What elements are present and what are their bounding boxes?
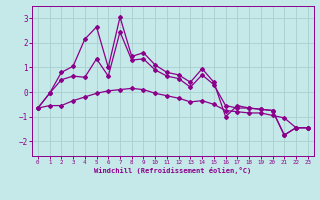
X-axis label: Windchill (Refroidissement éolien,°C): Windchill (Refroidissement éolien,°C) [94,167,252,174]
